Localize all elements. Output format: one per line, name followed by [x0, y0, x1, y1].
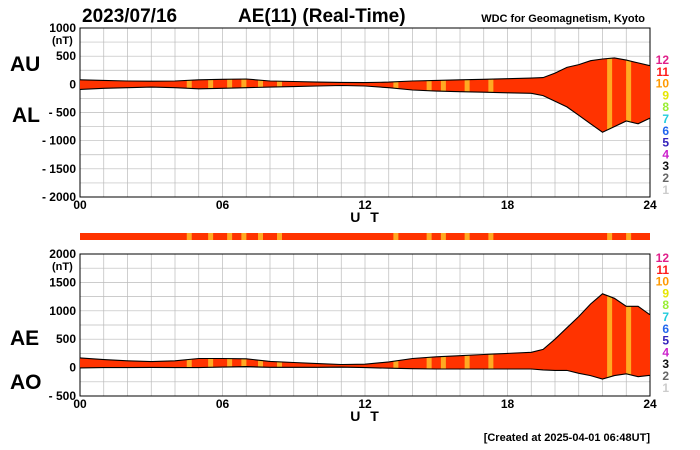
lower-y-tick-label: - 500	[49, 389, 77, 403]
lower-label-top: AE	[10, 327, 39, 350]
upper-stripe	[626, 57, 632, 133]
lower-x-axis-label: U T	[350, 408, 382, 424]
upper-grid	[79, 27, 651, 198]
lower-x-tick-label: 00	[73, 397, 87, 411]
status-bar-stripe	[186, 233, 192, 240]
station-count-label: 8	[662, 100, 669, 114]
station-count-label: 11	[656, 263, 669, 277]
station-count-label: 8	[662, 298, 669, 312]
lower-y-tick-label: 500	[56, 332, 76, 346]
station-count-label: 3	[662, 159, 669, 173]
status-bar-stripe	[626, 233, 632, 240]
lower-x-tick-label: 18	[501, 397, 515, 411]
station-count-label: 1	[662, 183, 669, 197]
station-count-label: 5	[662, 334, 669, 348]
upper-y-tick-label: - 500	[49, 106, 77, 120]
station-count-label: 10	[656, 275, 670, 289]
lower-stripe	[607, 293, 613, 379]
status-bar-stripe	[241, 233, 247, 240]
upper-x-tick-label: 00	[73, 198, 87, 212]
lower-y-ticks: 2000 1500 1000 500 0 - 500	[49, 247, 77, 403]
lower-y-tick-label: 2000	[49, 247, 76, 261]
lower-stripe	[626, 293, 632, 379]
lower-x-tick-label: 24	[643, 397, 657, 411]
status-bar-stripe	[258, 233, 263, 240]
station-count-label: 9	[662, 88, 669, 102]
upper-stripe	[607, 57, 613, 133]
status-bar-stripe	[208, 233, 214, 240]
lower-grid	[79, 253, 651, 397]
status-bar-stripe	[277, 233, 282, 240]
status-bar	[80, 233, 650, 240]
upper-panel: (nT) AU AL 1000 500 0 - 500 - 1000 - 1500 - 20…	[10, 21, 657, 225]
upper-series-al-line	[79, 84, 651, 133]
status-bar-stripe	[227, 233, 233, 240]
upper-y-tick-label: - 1000	[42, 134, 76, 148]
upper-y-tick-label: - 1500	[42, 162, 76, 176]
upper-x-ticks: 00 06 12 18 24	[73, 198, 657, 212]
upper-envelope-fill	[80, 57, 650, 133]
station-count-label: 12	[656, 53, 670, 67]
station-count-label: 12	[656, 251, 670, 265]
status-bar-stripe	[426, 233, 432, 240]
status-bar-background	[80, 233, 650, 240]
station-count-label: 4	[662, 345, 669, 359]
upper-x-axis-label: U T	[350, 209, 382, 225]
station-count-label: 6	[662, 322, 669, 336]
station-count-label: 9	[662, 286, 669, 300]
upper-x-tick-label: 06	[216, 198, 230, 212]
upper-series-au-line	[79, 57, 651, 84]
chart-source: WDC for Geomagnetism, Kyoto	[481, 13, 645, 25]
station-count-label: 10	[656, 77, 670, 91]
station-count-label: 7	[662, 112, 669, 126]
upper-y-ticks: 1000 500 0 - 500 - 1000 - 1500 - 2000	[42, 21, 76, 204]
created-timestamp: [Created at 2025-04-01 06:48UT]	[484, 432, 651, 444]
lower-series-ao-line	[79, 366, 651, 380]
lower-x-tick-label: 06	[216, 397, 230, 411]
lower-x-tick-label: 12	[358, 397, 372, 411]
lower-x-ticks: 00 06 12 18 24	[73, 397, 657, 411]
status-bar-stripe	[464, 233, 470, 240]
station-count-label: 3	[662, 357, 669, 371]
upper-x-tick-label: 24	[643, 198, 657, 212]
upper-y-tick-label: 1000	[49, 21, 76, 35]
lower-y-tick-label: 0	[69, 361, 76, 375]
upper-y-tick-label: 500	[56, 49, 76, 63]
upper-x-tick-label: 12	[358, 198, 372, 212]
station-count-label: 11	[656, 65, 669, 79]
status-bar-stripe	[488, 233, 494, 240]
upper-y-tick-label: 0	[69, 77, 76, 91]
lower-label-bottom: AO	[10, 371, 42, 394]
station-count-label: 4	[662, 147, 669, 161]
status-bar-stripe	[440, 233, 446, 240]
station-count-label: 2	[662, 369, 669, 383]
upper-label-bottom: AL	[12, 104, 40, 127]
status-bar-stripe	[607, 233, 613, 240]
status-bar-stripe	[393, 233, 399, 240]
station-count-label: 1	[662, 381, 669, 395]
lower-y-tick-label: 1000	[49, 304, 76, 318]
station-count-label: 2	[662, 171, 669, 185]
lower-units: (nT)	[52, 261, 73, 273]
lower-y-tick-label: 1500	[49, 275, 76, 289]
station-count-label: 6	[662, 124, 669, 138]
lower-series-ae-line	[79, 293, 651, 366]
chart-date: 2023/07/16	[82, 6, 177, 27]
station-count-label: 7	[662, 310, 669, 324]
upper-units: (nT)	[52, 35, 73, 47]
upper-x-tick-label: 18	[501, 198, 515, 212]
upper-label-top: AU	[10, 53, 40, 76]
lower-panel: (nT) AE AO 2000 1500 1000 500 0 - 500 00 06 12 1…	[10, 247, 657, 424]
lower-envelope-fill	[80, 293, 650, 379]
station-count-label: 5	[662, 136, 669, 150]
chart-title: AE(11) (Real-Time)	[238, 6, 406, 27]
upper-y-tick-label: - 2000	[42, 190, 76, 204]
